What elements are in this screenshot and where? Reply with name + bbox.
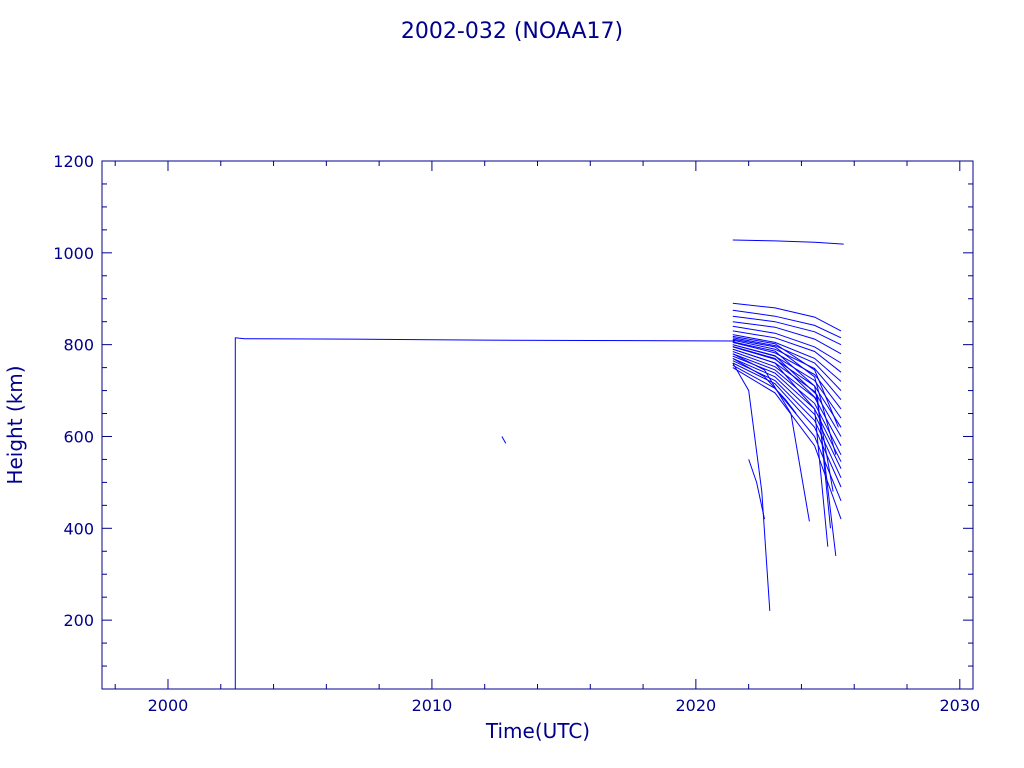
series-line	[732, 339, 842, 401]
y-tick-label: 200	[63, 611, 94, 630]
series-line	[732, 346, 842, 428]
series-line	[732, 351, 842, 446]
x-tick-label: 2030	[939, 696, 980, 715]
series-line	[732, 330, 842, 373]
series-line	[732, 239, 844, 245]
x-tick-label: 2010	[412, 696, 453, 715]
series-line	[732, 357, 797, 414]
y-tick-label: 800	[63, 336, 94, 355]
series-line	[748, 459, 765, 520]
series-line	[732, 341, 834, 492]
x-axis-label: Time(UTC)	[485, 719, 590, 743]
series-line	[732, 309, 842, 339]
series-line	[732, 337, 842, 391]
y-tick-label: 400	[63, 519, 94, 538]
y-tick-label: 1200	[53, 152, 94, 171]
series-line	[732, 362, 842, 488]
series-line	[732, 348, 829, 547]
y-axis-label: Height (km)	[3, 365, 27, 484]
series-line	[732, 362, 771, 611]
series-line	[732, 364, 842, 501]
series-line	[732, 344, 831, 529]
series-line	[732, 321, 842, 355]
series-line	[732, 346, 837, 556]
series-line	[732, 353, 842, 456]
series-line	[501, 436, 507, 444]
plot-frame	[101, 160, 974, 690]
chart-title: 2002-032 (NOAA17)	[401, 19, 623, 44]
series-line	[732, 315, 842, 346]
series-line	[732, 335, 839, 428]
series-line	[732, 334, 842, 382]
series-line	[732, 338, 837, 455]
tick-labels: 2000 2010 2020 2030 200 400 600 800 1000 1200	[53, 152, 980, 715]
series-line	[732, 325, 842, 364]
series-group	[234, 239, 844, 689]
series-line	[732, 357, 842, 469]
y-tick-label: 1000	[53, 244, 94, 263]
x-tick-label: 2020	[676, 696, 717, 715]
x-tick-label: 2000	[148, 696, 189, 715]
series-line	[732, 302, 842, 332]
series-line	[732, 341, 842, 410]
y-tick-label: 600	[63, 427, 94, 446]
series-line	[234, 337, 736, 689]
axis-ticks	[102, 160, 973, 690]
series-line	[732, 367, 842, 520]
